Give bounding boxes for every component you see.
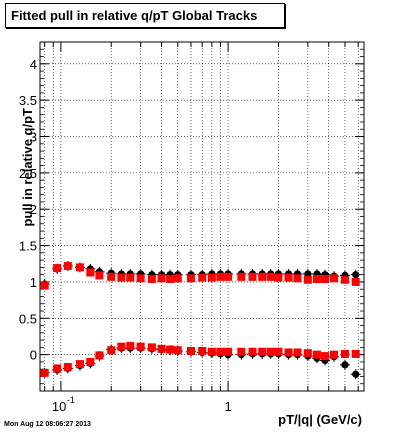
- data-point: [258, 347, 267, 356]
- data-point: [75, 360, 84, 369]
- data-point: [147, 275, 156, 284]
- data-point: [303, 275, 312, 284]
- data-point: [329, 274, 338, 283]
- data-point: [136, 342, 145, 351]
- x-axis-label: pT/|q| (GeV/c): [278, 412, 362, 427]
- data-point: [117, 342, 126, 351]
- data-point: [207, 273, 216, 282]
- data-point: [173, 274, 182, 283]
- data-point: [216, 272, 225, 281]
- y-tick-label: 1: [30, 275, 37, 290]
- data-point: [341, 361, 349, 369]
- y-axis-label: pull in relative q/pT: [20, 108, 35, 227]
- chart-title: Fitted pull in relative q/pT Global Trac…: [5, 3, 285, 28]
- data-point: [352, 271, 360, 279]
- data-markers: [39, 260, 361, 380]
- data-point: [352, 370, 360, 378]
- data-point: [248, 347, 257, 356]
- data-point: [303, 349, 312, 358]
- data-point: [312, 350, 321, 359]
- data-point: [351, 349, 360, 358]
- data-point: [198, 347, 207, 356]
- data-point: [186, 274, 195, 283]
- data-point: [274, 273, 283, 282]
- data-point: [329, 350, 338, 359]
- data-point: [166, 345, 175, 354]
- data-point: [107, 346, 116, 355]
- y-tick-label: 2: [30, 202, 37, 217]
- data-point: [224, 347, 233, 356]
- data-point: [266, 347, 275, 356]
- x-tick-label: 1: [224, 399, 231, 414]
- data-point: [86, 357, 95, 366]
- data-point: [237, 272, 246, 281]
- y-tick-label: 2.5: [19, 166, 37, 181]
- data-point: [198, 273, 207, 282]
- grid: [40, 42, 364, 391]
- data-point: [216, 347, 225, 356]
- data-point: [95, 271, 104, 280]
- data-point: [157, 344, 166, 353]
- data-point: [304, 270, 312, 278]
- data-point: [63, 261, 72, 270]
- y-tick-label: 0: [30, 348, 37, 363]
- data-point: [321, 352, 330, 361]
- data-point: [53, 364, 62, 373]
- data-point: [293, 274, 302, 283]
- y-tick-label: 4: [30, 57, 37, 72]
- data-point: [258, 272, 267, 281]
- data-point: [147, 343, 156, 352]
- data-point: [126, 273, 135, 282]
- data-point: [340, 275, 349, 284]
- data-point: [157, 274, 166, 283]
- x-tick-label: 10: [52, 399, 66, 414]
- data-point: [40, 368, 49, 377]
- data-point: [284, 348, 293, 357]
- timestamp: Mon Aug 12 08:06:27 2013: [4, 421, 91, 428]
- data-point: [351, 277, 360, 286]
- data-point: [166, 275, 175, 284]
- y-tick-label: 1.5: [19, 239, 37, 254]
- x-tick-label-exponent: -1: [67, 395, 75, 405]
- data-point: [340, 349, 349, 358]
- data-point: [136, 274, 145, 283]
- data-point: [312, 275, 321, 284]
- data-point: [75, 263, 84, 272]
- data-point: [248, 272, 257, 281]
- data-point: [86, 268, 95, 277]
- data-point: [237, 347, 246, 356]
- data-point: [293, 348, 302, 357]
- y-tick-label: 3.5: [19, 93, 37, 108]
- data-point: [173, 346, 182, 355]
- x-axis-tick-labels: 10 -1 1: [52, 395, 232, 414]
- data-point: [266, 272, 275, 281]
- data-point: [207, 347, 216, 356]
- data-point: [53, 264, 62, 273]
- data-point: [224, 272, 233, 281]
- data-point: [40, 281, 49, 290]
- data-point: [186, 347, 195, 356]
- y-tick-label: 3: [30, 130, 37, 145]
- data-point: [95, 351, 104, 360]
- data-point: [274, 347, 283, 356]
- y-tick-label: 0.5: [19, 311, 37, 326]
- data-point: [63, 363, 72, 372]
- y-axis-tick-labels: 0 0.5 1 1.5 2 2.5 3 3.5 4: [19, 57, 37, 363]
- data-point: [126, 341, 135, 350]
- data-point: [284, 273, 293, 282]
- data-point: [117, 273, 126, 282]
- data-point: [107, 272, 116, 281]
- data-point: [321, 275, 330, 284]
